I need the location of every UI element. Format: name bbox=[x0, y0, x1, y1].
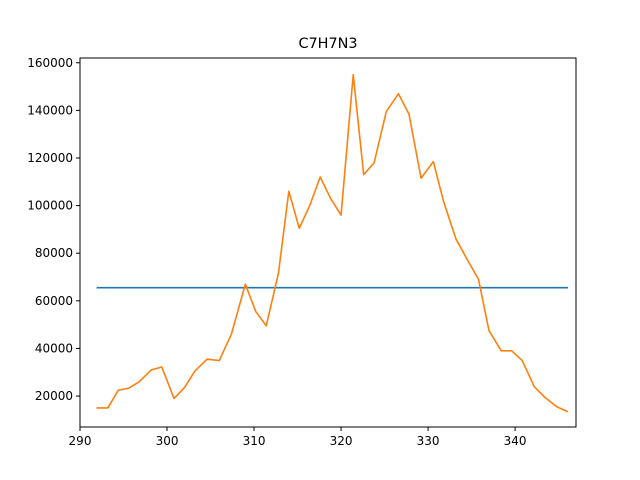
x-tick-label: 320 bbox=[330, 434, 353, 448]
y-tick-label: 100000 bbox=[27, 199, 73, 213]
y-tick-label: 60000 bbox=[35, 294, 73, 308]
x-tick-label: 340 bbox=[504, 434, 527, 448]
plot-frame bbox=[79, 57, 577, 428]
y-tick-label: 140000 bbox=[27, 103, 73, 117]
x-tick-label: 290 bbox=[69, 434, 92, 448]
x-tick-label: 330 bbox=[417, 434, 440, 448]
y-tick-label: 120000 bbox=[27, 151, 73, 165]
y-tick-label: 40000 bbox=[35, 341, 73, 355]
chart-title: C7H7N3 bbox=[298, 36, 357, 52]
x-tick-label: 310 bbox=[243, 434, 266, 448]
x-axis: 290 300 310 320 330 340 bbox=[69, 427, 527, 448]
y-tick-label: 80000 bbox=[35, 246, 73, 260]
y-axis: 20000 40000 60000 80000 100000 120000 140000 16… bbox=[27, 56, 80, 403]
x-tick-label: 300 bbox=[156, 434, 179, 448]
series-layer bbox=[96, 73, 569, 413]
y-tick-label: 20000 bbox=[35, 389, 73, 403]
y-tick-label: 160000 bbox=[27, 56, 73, 70]
series-line-intensity bbox=[96, 73, 569, 413]
